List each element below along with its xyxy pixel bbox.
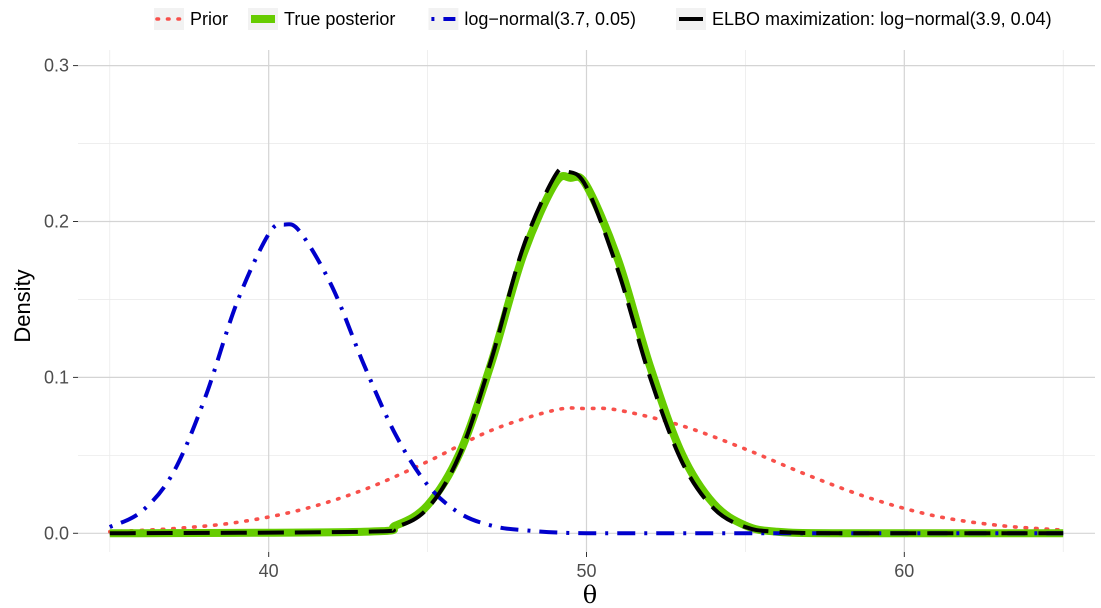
legend-label: True posterior <box>284 9 395 29</box>
series-line-dotted <box>107 406 1066 534</box>
series-layer <box>107 166 1066 538</box>
x-tick-label: 60 <box>894 561 914 581</box>
y-tick-label: 0.3 <box>44 56 69 76</box>
axes: 40 50 60 0.0 0.1 0.2 0.3 <box>44 56 914 581</box>
legend-label: Prior <box>190 9 228 29</box>
x-tick-label: 40 <box>259 561 279 581</box>
grid <box>78 50 1095 552</box>
series-line-dotdash <box>108 222 1064 536</box>
series-line-longdash <box>109 166 1064 536</box>
legend: Prior True posterior log−normal(3.7, 0.05)… <box>154 8 1052 30</box>
x-tick-label: 50 <box>576 561 596 581</box>
y-axis-title: Density <box>10 269 35 342</box>
y-tick-label: 0.2 <box>44 211 69 231</box>
legend-label: ELBO maximization: log−normal(3.9, 0.04) <box>712 9 1052 29</box>
legend-label: log−normal(3.7, 0.05) <box>464 9 636 29</box>
y-tick-label: 0.1 <box>44 367 69 387</box>
y-tick-label: 0.0 <box>44 523 69 543</box>
x-axis-title: θ <box>583 581 597 608</box>
